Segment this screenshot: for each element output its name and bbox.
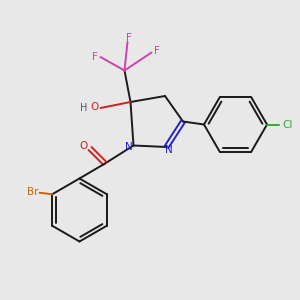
- Text: F: F: [154, 46, 160, 56]
- Text: N: N: [165, 145, 173, 155]
- Text: F: F: [92, 52, 98, 62]
- Text: F: F: [126, 33, 132, 43]
- Text: Br: Br: [27, 187, 38, 197]
- Text: O: O: [90, 101, 99, 112]
- Text: O: O: [79, 140, 88, 151]
- Text: Cl: Cl: [283, 119, 293, 130]
- Text: N: N: [125, 142, 133, 152]
- Text: H: H: [80, 103, 87, 113]
